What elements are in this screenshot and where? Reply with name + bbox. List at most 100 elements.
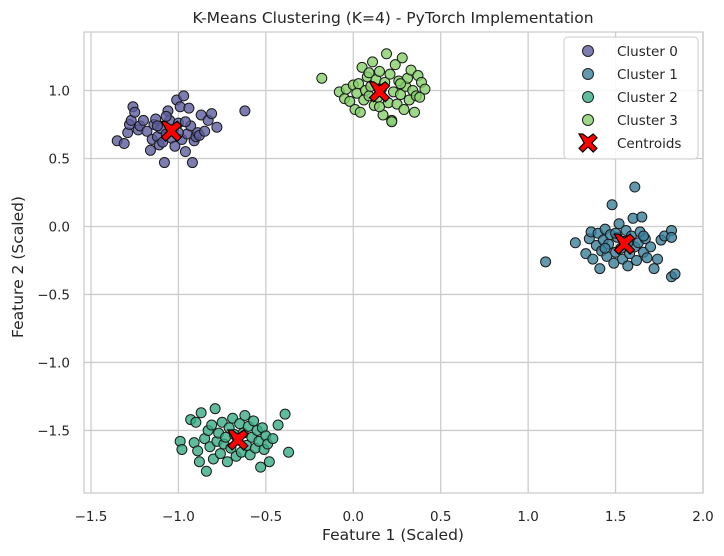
legend-label-cluster-1: Cluster 1 [617,67,678,83]
cluster-2-point [272,419,284,431]
cluster-2-point [193,456,205,468]
cluster-3-point [363,67,375,79]
cluster-1-point [638,230,650,242]
cluster-0-point [129,106,141,118]
cluster-0-point [178,90,190,102]
data-points [111,48,681,477]
plot-area-border [83,31,704,494]
x-tick-label: −1.0 [162,509,195,525]
cluster-0-point [158,157,170,169]
y-tick-label: 0.5 [49,151,70,167]
legend-label-centroids: Centroids [617,136,681,152]
cluster-0-point [144,144,156,156]
cluster-2-point [283,446,295,458]
legend: Cluster 0 Cluster 1 Cluster 2 Cluster 3 … [563,36,699,160]
cluster-2-point [190,416,202,428]
cluster-2-point [214,448,226,460]
x-tick-label: −1.5 [75,509,108,525]
cluster-1-point [636,211,648,223]
cluster-1-point [606,199,618,211]
cluster-3-point [344,95,356,107]
x-tick-label: 0.0 [343,509,364,525]
cluster-0-point [169,140,181,152]
legend-label-cluster-2: Cluster 2 [617,90,678,106]
y-tick-label: 0.0 [49,219,70,235]
cluster-3-point [367,56,379,68]
cluster-0-point [141,125,153,137]
y-tick-label: −1.0 [37,355,70,371]
cluster-2-point [195,407,207,419]
cluster-3-point [398,104,410,116]
cluster-0-point [186,157,198,169]
legend-marker-cluster-2 [582,91,594,103]
cluster-1-point [599,242,611,254]
cluster-2-point [209,403,221,415]
x-tick-label: 2.0 [692,509,713,525]
cluster-3-point [316,72,328,84]
cluster-3-point [394,78,406,90]
cluster-1-point [613,218,625,230]
cluster-0-point [183,102,195,114]
cluster-3-point [384,68,396,80]
cluster-1-point [669,268,681,280]
cluster-0-point [206,108,218,120]
cluster-2-point [239,409,251,421]
cluster-3-point [374,65,386,77]
chart-title: K-Means Clustering (K=4) - PyTorch Imple… [192,9,593,27]
x-axis-label: Feature 1 (Scaled) [322,526,464,544]
centroid-marker [368,81,391,103]
centroid-marker [613,233,636,255]
cluster-1-point [666,231,678,243]
cluster-3-point [419,83,431,95]
legend-marker-cluster-1 [582,68,594,80]
x-tick-labels: −1.5 −1.0 −0.5 0.0 0.5 1.0 1.5 2.0 [75,509,714,525]
cluster-1-point [631,254,643,266]
cluster-0-point [199,125,211,137]
legend-marker-centroids [577,133,598,153]
centroid-markers [160,81,636,451]
x-tick-label: −0.5 [249,509,282,525]
cluster-0-point [118,138,130,150]
cluster-1-point [594,263,606,275]
cluster-3-point [354,106,366,118]
cluster-3-point [353,78,365,90]
centroid-marker [226,429,249,451]
x-tick-label: 1.0 [517,509,538,525]
cluster-2-point [221,456,233,468]
legend-marker-cluster-3 [582,114,594,126]
y-tick-labels: −1.5 −1.0 −0.5 0.0 0.5 1.0 [37,83,70,439]
cluster-2-point [192,445,204,457]
cluster-0-point [137,114,149,126]
cluster-1-point [587,253,599,265]
legend-label-cluster-3: Cluster 3 [617,113,678,129]
cluster-2-point [248,415,260,427]
cluster-2-point [267,433,279,445]
cluster-2-point [206,419,218,431]
cluster-1-point [652,253,664,265]
cluster-2-point [255,461,267,473]
cluster-2-point [200,465,212,477]
cluster-1-point [645,241,657,253]
cluster-0-point [160,110,172,122]
cluster-3-point [389,59,401,71]
x-tick-label: 0.5 [430,509,451,525]
centroids-legend-x-icon [577,133,598,153]
cluster-3-point [414,91,426,103]
cluster-1-point [648,263,660,275]
plot-frame [83,31,704,494]
cluster-2-point [279,408,291,420]
cluster-2-point [263,456,275,468]
centroid-marker [160,120,183,143]
cluster-1-point [622,260,634,272]
cluster-1-point [540,256,552,268]
y-axis-label: Feature 2 (Scaled) [9,196,27,338]
cluster-1-point [641,252,653,264]
x-tick-label: 1.5 [605,509,626,525]
legend-box [563,36,699,160]
y-tick-label: −0.5 [37,287,70,303]
cluster-1-point [569,237,581,249]
cluster-0-point [239,105,251,117]
legend-marker-cluster-0 [582,45,594,57]
cluster-0-point [151,120,163,132]
